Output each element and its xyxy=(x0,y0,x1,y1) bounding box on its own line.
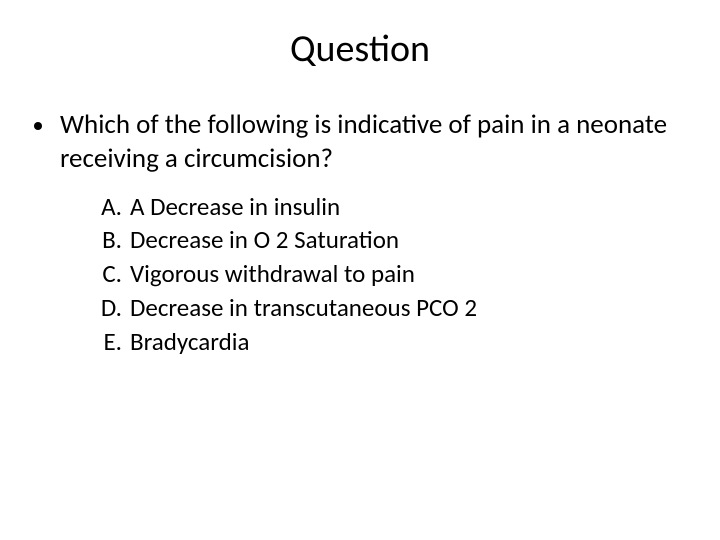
option-letter: A. xyxy=(92,190,130,224)
list-item: E. Bradycardia xyxy=(92,325,680,359)
content-area: Which of the following is indicative of … xyxy=(40,108,680,358)
list-item: C. Vigorous withdrawal to pain xyxy=(92,257,680,291)
slide-title: Question xyxy=(40,26,680,72)
option-text: Decrease in O 2 Saturation xyxy=(130,223,680,257)
bullet-icon xyxy=(34,122,42,130)
question-text: Which of the following is indicative of … xyxy=(60,108,680,176)
question-row: Which of the following is indicative of … xyxy=(40,108,680,176)
option-text: A Decrease in insulin xyxy=(130,190,680,224)
option-letter: C. xyxy=(92,257,130,291)
options-list: A. A Decrease in insulin B. Decrease in … xyxy=(92,190,680,359)
option-text: Bradycardia xyxy=(130,325,680,359)
list-item: D. Decrease in transcutaneous PCO 2 xyxy=(92,291,680,325)
slide: Question Which of the following is indic… xyxy=(0,0,720,540)
list-item: B. Decrease in O 2 Saturation xyxy=(92,223,680,257)
option-letter: D. xyxy=(92,291,130,325)
list-item: A. A Decrease in insulin xyxy=(92,190,680,224)
option-text: Vigorous withdrawal to pain xyxy=(130,257,680,291)
option-letter: B. xyxy=(92,223,130,257)
option-text: Decrease in transcutaneous PCO 2 xyxy=(130,291,680,325)
option-letter: E. xyxy=(92,325,130,359)
